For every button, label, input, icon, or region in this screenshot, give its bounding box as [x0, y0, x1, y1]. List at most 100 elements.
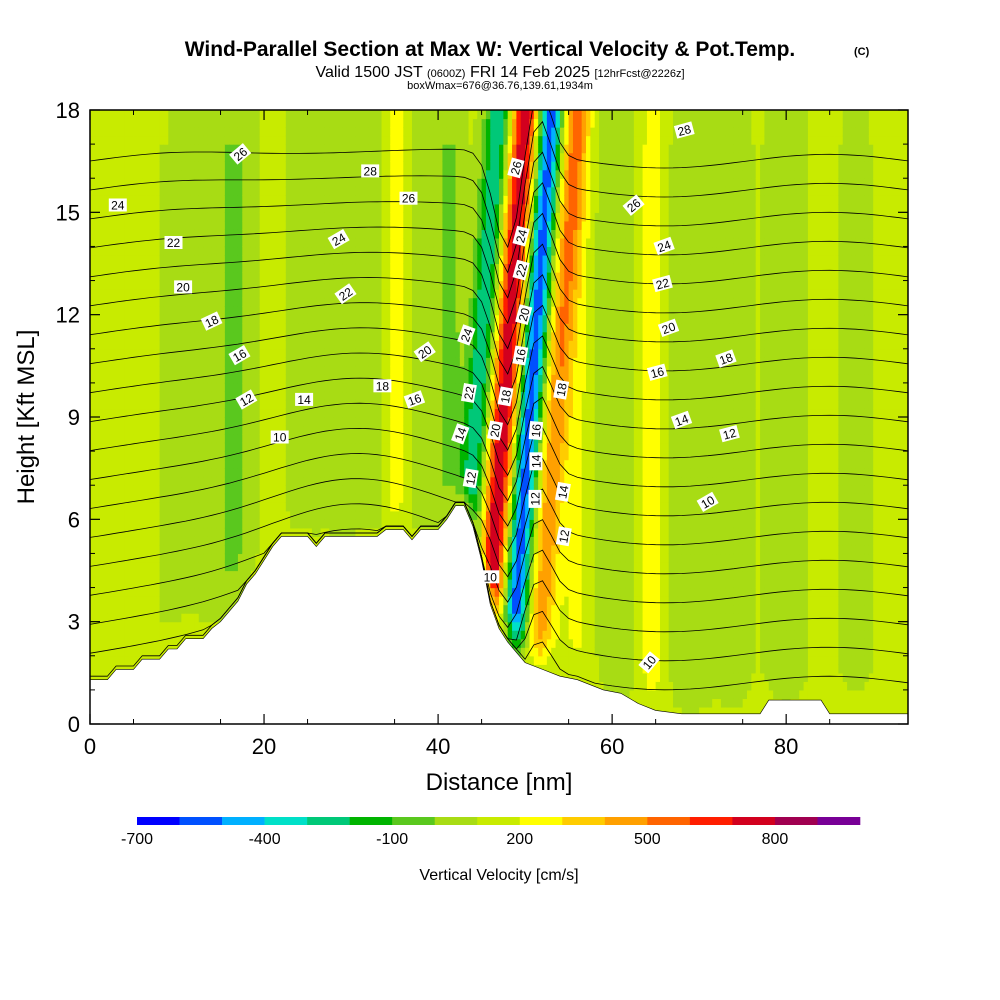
w-cell	[216, 246, 222, 256]
w-cell	[211, 502, 217, 512]
w-cell	[268, 408, 274, 418]
w-cell	[385, 340, 391, 350]
w-cell	[268, 280, 274, 290]
w-cell	[103, 135, 108, 145]
w-cell	[198, 272, 204, 282]
w-cell	[237, 476, 243, 486]
w-cell	[159, 630, 165, 640]
w-cell	[216, 536, 222, 546]
w-cell	[207, 212, 213, 222]
w-cell	[129, 254, 135, 265]
w-cell	[242, 280, 248, 290]
w-cell	[90, 169, 95, 179]
w-cell	[324, 246, 330, 256]
w-cell	[203, 519, 209, 529]
w-cell	[90, 254, 95, 265]
w-cell	[207, 536, 213, 546]
w-cell	[359, 340, 365, 350]
w-cell	[229, 434, 235, 444]
w-cell	[259, 434, 265, 444]
w-cell	[168, 314, 174, 324]
w-cell	[185, 323, 191, 333]
w-cell	[177, 502, 182, 512]
w-cell	[120, 579, 126, 589]
w-cell	[224, 425, 230, 435]
w-cell	[111, 655, 117, 665]
w-cell	[146, 587, 152, 597]
w-cell	[116, 374, 122, 384]
w-cell	[142, 254, 148, 265]
w-cell	[298, 161, 304, 171]
w-cell	[146, 382, 152, 393]
w-cell	[311, 118, 317, 128]
w-cell	[224, 493, 230, 503]
w-cell	[233, 135, 239, 145]
w-cell	[172, 110, 178, 120]
w-cell	[185, 476, 191, 486]
w-cell	[129, 348, 135, 358]
w-cell	[190, 365, 196, 375]
w-cell	[294, 280, 300, 290]
w-cell	[342, 519, 348, 529]
w-cell	[368, 510, 374, 520]
w-cell	[203, 451, 209, 461]
w-cell	[198, 110, 204, 120]
w-cell	[94, 570, 100, 580]
w-cell	[185, 306, 191, 316]
w-cell	[264, 374, 269, 384]
w-cell	[342, 152, 348, 162]
w-cell	[220, 553, 226, 563]
w-cell	[129, 553, 135, 563]
w-cell	[207, 229, 213, 239]
w-cell	[333, 212, 339, 222]
w-cell	[116, 237, 122, 248]
w-cell	[285, 391, 291, 401]
w-cell	[133, 510, 139, 520]
w-cell	[198, 161, 204, 171]
w-cell	[216, 118, 222, 128]
w-cell	[242, 118, 248, 128]
w-cell	[111, 544, 117, 555]
w-cell	[381, 314, 387, 324]
w-cell	[311, 459, 317, 469]
w-cell	[294, 161, 300, 171]
w-cell	[290, 399, 296, 410]
w-cell	[216, 272, 222, 282]
w-cell	[372, 186, 378, 196]
w-cell	[285, 186, 291, 196]
w-cell	[90, 161, 95, 171]
w-cell	[220, 237, 226, 248]
w-cell	[338, 246, 343, 256]
w-cell	[272, 110, 278, 120]
w-cell	[316, 357, 322, 367]
w-cell	[246, 323, 252, 333]
w-cell	[103, 289, 108, 299]
w-cell	[116, 357, 122, 367]
w-cell	[259, 289, 265, 299]
w-cell	[359, 306, 365, 316]
w-cell	[342, 161, 348, 171]
w-cell	[346, 118, 352, 128]
w-cell	[324, 272, 330, 282]
w-cell	[342, 246, 348, 256]
w-cell	[316, 135, 322, 145]
w-cell	[142, 459, 148, 469]
w-cell	[259, 297, 265, 307]
w-cell	[120, 323, 126, 333]
w-cell	[368, 186, 374, 196]
w-cell	[116, 544, 122, 555]
w-cell	[303, 152, 309, 162]
w-cell	[346, 408, 352, 418]
w-cell	[316, 331, 322, 341]
w-cell	[163, 280, 169, 290]
w-cell	[185, 604, 191, 614]
w-cell	[90, 510, 95, 520]
w-cell	[216, 195, 222, 205]
w-cell	[181, 604, 187, 614]
w-cell	[338, 365, 343, 375]
w-cell	[342, 459, 348, 469]
w-cell	[198, 365, 204, 375]
w-cell	[133, 604, 139, 614]
w-cell	[242, 468, 248, 478]
w-cell	[168, 408, 174, 418]
